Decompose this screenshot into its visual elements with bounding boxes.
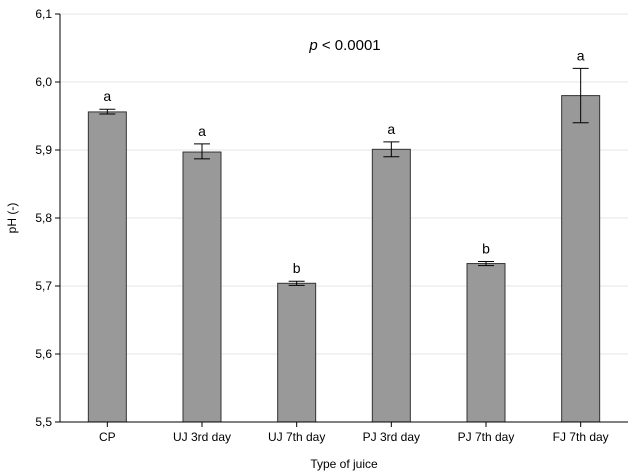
x-tick-label: FJ 7th day <box>553 430 609 444</box>
p-value-annotation: p < 0.0001 <box>308 37 380 54</box>
y-tick-label: 5,5 <box>35 415 52 429</box>
p-value-text: < 0.0001 <box>318 37 381 54</box>
y-tick-label: 5,8 <box>35 211 52 225</box>
bar <box>182 151 222 423</box>
y-tick-label: 5,7 <box>35 279 52 293</box>
x-axis-title: Type of juice <box>310 457 378 471</box>
y-ticks: 5,5 5,6 5,7 5,8 5,9 6,0 6,1 <box>35 7 60 429</box>
significance-letter: a <box>198 123 206 139</box>
significance-labels: a a b a b a <box>103 47 584 276</box>
bars-group <box>87 67 601 423</box>
y-axis-title: pH (-) <box>5 203 19 234</box>
x-tick-label: UJ 7th day <box>268 430 325 444</box>
significance-letter: b <box>482 241 490 257</box>
x-tick-label: PJ 7th day <box>458 430 515 444</box>
x-tick-label: PJ 3rd day <box>363 430 420 444</box>
bar <box>466 263 506 423</box>
x-tick-label: CP <box>99 430 116 444</box>
y-tick-label: 5,6 <box>35 347 52 361</box>
x-tick-label: UJ 3rd day <box>173 430 231 444</box>
y-tick-label: 5,9 <box>35 143 52 157</box>
x-ticks: CP UJ 3rd day UJ 7th day PJ 3rd day PJ 7th d… <box>99 422 609 444</box>
significance-letter: a <box>387 121 395 137</box>
significance-letter: b <box>293 260 301 276</box>
significance-letter: a <box>577 47 585 63</box>
bar <box>277 282 317 423</box>
bar <box>87 111 127 423</box>
bar <box>561 95 601 423</box>
bar <box>371 148 411 423</box>
p-value-symbol: p <box>308 37 317 54</box>
gridlines <box>60 13 628 355</box>
y-tick-label: 6,1 <box>35 7 52 21</box>
significance-letter: a <box>103 88 111 104</box>
y-tick-label: 6,0 <box>35 75 52 89</box>
